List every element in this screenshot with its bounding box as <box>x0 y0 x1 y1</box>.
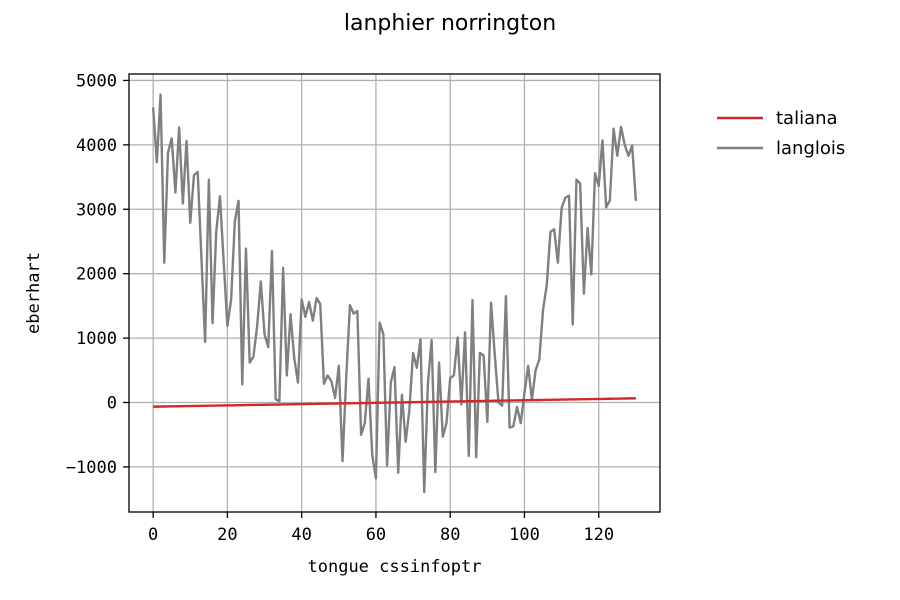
series-line-taliana <box>153 397 636 408</box>
y-tick-label: 3000 <box>76 200 117 220</box>
chart-title: lanphier norrington <box>344 11 556 36</box>
y-tick-label: 0 <box>107 394 117 414</box>
y-tick-label: −1000 <box>66 458 117 478</box>
x-axis-label: tongue cssinfoptr <box>308 557 482 577</box>
x-tick-label: 100 <box>509 525 540 545</box>
legend-label-taliana: taliana <box>776 108 838 129</box>
y-axis-label: eberhart <box>24 252 44 334</box>
plot-frame <box>128 73 661 513</box>
x-tick-label: 120 <box>583 525 614 545</box>
y-tick-label: 4000 <box>76 136 117 156</box>
series-lines <box>151 93 638 494</box>
legend: taliana langlois <box>717 108 845 159</box>
axis-ticks: 0 20 40 60 80 100 120 −1000 0 1000 2000 3000 4000 500… <box>66 71 614 545</box>
x-tick-label: 80 <box>440 525 460 545</box>
x-tick-label: 20 <box>217 525 237 545</box>
x-tick-label: 0 <box>148 525 158 545</box>
x-tick-label: 60 <box>366 525 386 545</box>
x-tick-label: 40 <box>291 525 311 545</box>
y-tick-label: 5000 <box>76 71 117 91</box>
grid-lines <box>129 74 660 512</box>
series-line-langlois <box>151 93 638 494</box>
y-tick-label: 2000 <box>76 265 117 285</box>
y-tick-label: 1000 <box>76 329 117 349</box>
legend-label-langlois: langlois <box>776 138 845 159</box>
